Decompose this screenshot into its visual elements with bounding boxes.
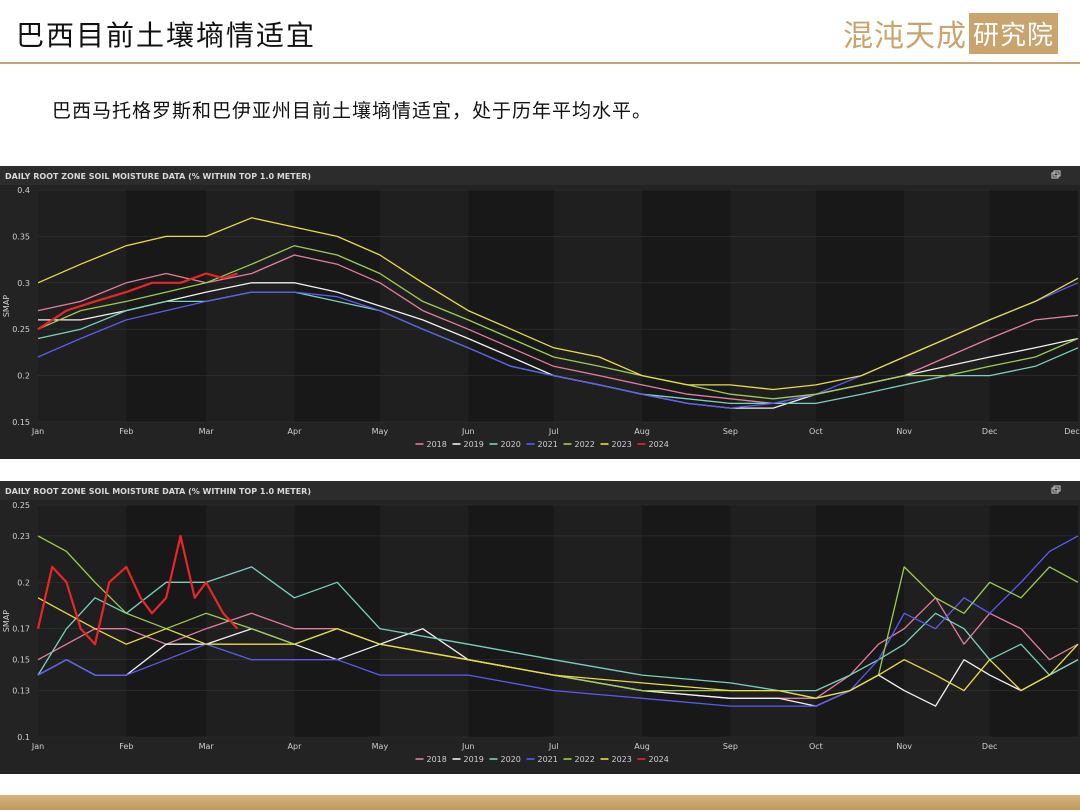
y-tick-label: 0.25 bbox=[12, 501, 30, 510]
x-tick-label: Sep bbox=[723, 427, 738, 436]
chart-title-bar bbox=[0, 166, 1080, 185]
y-tick-label: 0.17 bbox=[12, 625, 30, 634]
month-band bbox=[553, 190, 643, 422]
series-line-2022 bbox=[37, 245, 1079, 400]
brand-logo: 混沌天成 研究院 bbox=[842, 12, 1058, 54]
chart-svg-2: DAILY ROOT ZONE SOIL MOISTURE DATA (% WI… bbox=[0, 481, 1080, 764]
legend-label-2018[interactable]: 2018 bbox=[427, 755, 447, 764]
y-tick-label: 0.3 bbox=[17, 279, 30, 288]
x-tick-label: Apr bbox=[288, 427, 303, 436]
y-tick-label: 0.1 bbox=[17, 733, 30, 742]
slide-subtitle: 巴西马托格罗斯和巴伊亚州目前土壤墒情适宜，处于历年平均水平。 bbox=[52, 100, 653, 122]
series-line-2023 bbox=[37, 217, 1079, 391]
expand-icon[interactable] bbox=[1051, 485, 1061, 494]
month-band bbox=[904, 505, 990, 737]
page-title: 巴西目前土壤墒情适宜 bbox=[16, 19, 317, 52]
y-tick-label: 0.2 bbox=[17, 372, 30, 381]
legend-label-2020[interactable]: 2020 bbox=[501, 755, 521, 764]
legend-label-2018[interactable]: 2018 bbox=[427, 440, 447, 449]
x-tick-label: Mar bbox=[199, 742, 215, 751]
series-line-2021 bbox=[37, 535, 1079, 707]
x-tick-label: May bbox=[372, 742, 389, 751]
legend-label-2024[interactable]: 2024 bbox=[649, 755, 669, 764]
y-tick-label: 0.2 bbox=[17, 578, 30, 587]
x-tick-label: Jul bbox=[548, 742, 559, 751]
month-band bbox=[38, 505, 127, 737]
month-band bbox=[206, 505, 295, 737]
y-axis-label: SMAP bbox=[2, 610, 11, 632]
y-tick-label: 0.13 bbox=[12, 687, 30, 696]
chart-title: DAILY ROOT ZONE SOIL MOISTURE DATA (% WI… bbox=[5, 172, 311, 181]
logo-box-text: 研究院 bbox=[968, 12, 1058, 54]
month-band bbox=[730, 190, 816, 422]
slide-header: 巴西目前土壤墒情适宜 混沌天成 研究院 bbox=[0, 0, 1080, 64]
series-line-2024 bbox=[36, 534, 239, 646]
x-tick-label: Dec bbox=[982, 427, 997, 436]
month-band bbox=[730, 505, 816, 737]
x-tick-label: Aug bbox=[634, 742, 650, 751]
soil-moisture-chart-1: DAILY ROOT ZONE SOIL MOISTURE DATA (% WI… bbox=[0, 166, 1080, 459]
y-axis-label: SMAP bbox=[2, 295, 11, 317]
chart-title-bar bbox=[0, 481, 1080, 500]
x-tick-label: Nov bbox=[896, 742, 912, 751]
x-tick-label: May bbox=[372, 427, 389, 436]
month-band bbox=[553, 505, 643, 737]
x-tick-label: Jul bbox=[548, 427, 559, 436]
y-tick-label: 0.25 bbox=[12, 325, 30, 334]
y-tick-label: 0.23 bbox=[12, 532, 30, 541]
legend-label-2022[interactable]: 2022 bbox=[575, 755, 595, 764]
x-tick-label: Feb bbox=[119, 427, 133, 436]
legend-label-2019[interactable]: 2019 bbox=[464, 755, 484, 764]
soil-moisture-chart-2: DAILY ROOT ZONE SOIL MOISTURE DATA (% WI… bbox=[0, 481, 1080, 774]
series-line-2024 bbox=[37, 272, 238, 331]
x-tick-label: Apr bbox=[288, 742, 303, 751]
legend-label-2023[interactable]: 2023 bbox=[612, 440, 632, 449]
legend-label-2022[interactable]: 2022 bbox=[575, 440, 595, 449]
x-tick-label: Sep bbox=[723, 742, 738, 751]
y-tick-label: 0.4 bbox=[17, 186, 30, 195]
header-divider bbox=[0, 62, 1080, 64]
legend-label-2023[interactable]: 2023 bbox=[612, 755, 632, 764]
x-tick-label: Oct bbox=[809, 742, 823, 751]
month-band bbox=[379, 505, 469, 737]
x-tick-label: Aug bbox=[634, 427, 650, 436]
legend-label-2021[interactable]: 2021 bbox=[538, 440, 558, 449]
legend-label-2021[interactable]: 2021 bbox=[538, 755, 558, 764]
y-tick-label: 0.35 bbox=[12, 232, 30, 241]
x-tick-label: Jun bbox=[461, 427, 475, 436]
x-tick-label: Oct bbox=[809, 427, 823, 436]
x-tick-label: Jun bbox=[461, 742, 475, 751]
chart-title: DAILY ROOT ZONE SOIL MOISTURE DATA (% WI… bbox=[5, 487, 311, 496]
x-tick-label: Feb bbox=[119, 742, 133, 751]
x-tick-label: Dec bbox=[1064, 427, 1079, 436]
x-tick-label: Nov bbox=[896, 427, 912, 436]
logo-text: 混沌天成 bbox=[842, 19, 967, 54]
legend-label-2019[interactable]: 2019 bbox=[464, 440, 484, 449]
legend-label-2020[interactable]: 2020 bbox=[501, 440, 521, 449]
series-line-2023 bbox=[37, 597, 1079, 699]
chart-svg-1: DAILY ROOT ZONE SOIL MOISTURE DATA (% WI… bbox=[0, 166, 1080, 449]
month-band bbox=[379, 190, 469, 422]
x-tick-label: Dec bbox=[982, 742, 997, 751]
month-band bbox=[904, 190, 990, 422]
month-band bbox=[206, 190, 295, 422]
x-tick-label: Mar bbox=[199, 427, 215, 436]
y-tick-label: 0.15 bbox=[12, 656, 30, 665]
y-tick-label: 0.15 bbox=[12, 418, 30, 427]
expand-icon[interactable] bbox=[1051, 170, 1061, 179]
series-line-2020 bbox=[37, 566, 1079, 692]
legend-label-2024[interactable]: 2024 bbox=[649, 440, 669, 449]
x-tick-label: Jan bbox=[31, 742, 44, 751]
x-tick-label: Jan bbox=[31, 427, 44, 436]
footer-band bbox=[0, 795, 1080, 810]
